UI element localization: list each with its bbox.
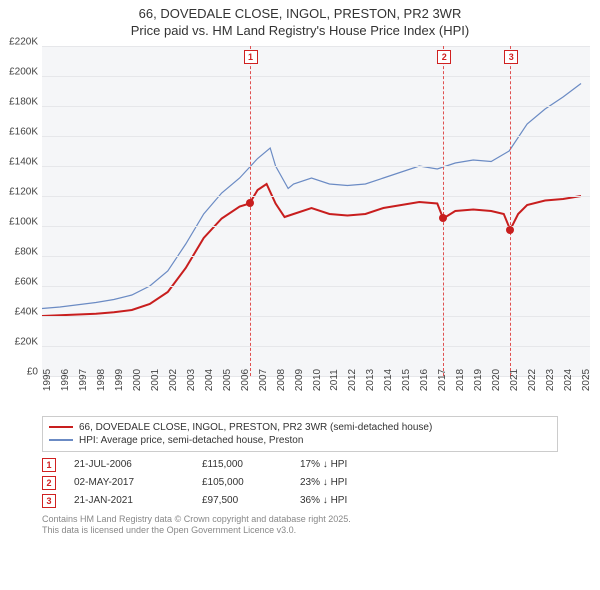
sale-row: 3 21-JAN-2021 £97,500 36% ↓ HPI <box>42 492 558 510</box>
x-tick-label: 2025 <box>581 369 592 391</box>
y-tick-label: £0 <box>27 367 38 378</box>
y-tick-label: £80K <box>15 247 38 258</box>
y-tick-label: £120K <box>9 187 38 198</box>
footnote-line-2: This data is licensed under the Open Gov… <box>42 525 296 535</box>
x-tick-label: 2001 <box>150 369 161 391</box>
x-tick-label: 2004 <box>204 369 215 391</box>
sale-marker-icon: 3 <box>42 494 56 508</box>
sale-diff: 17% ↓ HPI <box>300 459 400 470</box>
sale-marker-icon: 2 <box>42 476 56 490</box>
legend-label-price: 66, DOVEDALE CLOSE, INGOL, PRESTON, PR2 … <box>79 422 432 433</box>
sale-date: 02-MAY-2017 <box>74 477 184 488</box>
x-tick-label: 2015 <box>401 369 412 391</box>
x-tick-label: 1998 <box>96 369 107 391</box>
sale-diff: 36% ↓ HPI <box>300 495 400 506</box>
marker-line <box>510 46 511 376</box>
title-line-1: 66, DOVEDALE CLOSE, INGOL, PRESTON, PR2 … <box>139 6 462 21</box>
y-tick-label: £60K <box>15 277 38 288</box>
footnote: Contains HM Land Registry data © Crown c… <box>42 514 558 537</box>
x-tick-label: 2012 <box>347 369 358 391</box>
x-tick-label: 2005 <box>222 369 233 391</box>
sale-date: 21-JAN-2021 <box>74 495 184 506</box>
x-tick-label: 2019 <box>473 369 484 391</box>
x-tick-label: 2021 <box>509 369 520 391</box>
x-tick-label: 2022 <box>527 369 538 391</box>
x-tick-label: 1997 <box>78 369 89 391</box>
y-tick-label: £20K <box>15 337 38 348</box>
x-tick-label: 2023 <box>545 369 556 391</box>
x-tick-label: 1999 <box>114 369 125 391</box>
legend-row-hpi: HPI: Average price, semi-detached house,… <box>49 434 551 447</box>
sale-price: £105,000 <box>202 477 282 488</box>
marker-box: 3 <box>504 50 518 64</box>
x-tick-label: 2009 <box>294 369 305 391</box>
marker-box: 1 <box>244 50 258 64</box>
x-axis: 1995199619971998199920002001200220032004… <box>42 376 590 410</box>
x-tick-label: 2010 <box>312 369 323 391</box>
sale-price: £115,000 <box>202 459 282 470</box>
footnote-line-1: Contains HM Land Registry data © Crown c… <box>42 514 351 524</box>
x-tick-label: 2006 <box>240 369 251 391</box>
marker-dot <box>506 226 514 234</box>
x-tick-label: 2003 <box>186 369 197 391</box>
x-tick-label: 1995 <box>42 369 53 391</box>
series-price_paid <box>42 184 581 316</box>
legend-row-price: 66, DOVEDALE CLOSE, INGOL, PRESTON, PR2 … <box>49 421 551 434</box>
marker-line <box>443 46 444 376</box>
y-tick-label: £200K <box>9 67 38 78</box>
marker-dot <box>439 214 447 222</box>
y-tick-label: £100K <box>9 217 38 228</box>
y-tick-label: £40K <box>15 307 38 318</box>
x-tick-label: 2000 <box>132 369 143 391</box>
legend-swatch-price <box>49 426 73 428</box>
x-tick-label: 2008 <box>276 369 287 391</box>
y-tick-label: £220K <box>9 37 38 48</box>
x-tick-label: 2011 <box>329 369 340 391</box>
y-tick-label: £140K <box>9 157 38 168</box>
sale-diff: 23% ↓ HPI <box>300 477 400 488</box>
marker-line <box>250 46 251 376</box>
legend-label-hpi: HPI: Average price, semi-detached house,… <box>79 435 303 446</box>
marker-box: 2 <box>437 50 451 64</box>
sale-row: 2 02-MAY-2017 £105,000 23% ↓ HPI <box>42 474 558 492</box>
y-tick-label: £160K <box>9 127 38 138</box>
x-tick-label: 2024 <box>563 369 574 391</box>
sale-row: 1 21-JUL-2006 £115,000 17% ↓ HPI <box>42 456 558 474</box>
title-line-2: Price paid vs. HM Land Registry's House … <box>131 23 469 38</box>
x-tick-label: 2007 <box>258 369 269 391</box>
sale-marker-icon: 1 <box>42 458 56 472</box>
sale-date: 21-JUL-2006 <box>74 459 184 470</box>
x-tick-label: 2002 <box>168 369 179 391</box>
x-tick-label: 2020 <box>491 369 502 391</box>
chart-container: 66, DOVEDALE CLOSE, INGOL, PRESTON, PR2 … <box>0 0 600 537</box>
x-tick-label: 1996 <box>60 369 71 391</box>
sale-price: £97,500 <box>202 495 282 506</box>
x-tick-label: 2016 <box>419 369 430 391</box>
legend: 66, DOVEDALE CLOSE, INGOL, PRESTON, PR2 … <box>42 416 558 452</box>
chart-svg <box>42 46 590 376</box>
legend-swatch-hpi <box>49 439 73 441</box>
x-tick-label: 2014 <box>383 369 394 391</box>
chart-title: 66, DOVEDALE CLOSE, INGOL, PRESTON, PR2 … <box>0 0 600 40</box>
sale-table: 1 21-JUL-2006 £115,000 17% ↓ HPI 2 02-MA… <box>42 456 558 510</box>
y-axis: £0£20K£40K£60K£80K£100K£120K£140K£160K£1… <box>0 42 42 372</box>
marker-dot <box>246 199 254 207</box>
x-tick-label: 2013 <box>365 369 376 391</box>
plot-area: 1 2 3 <box>42 46 590 376</box>
x-tick-label: 2017 <box>437 369 448 391</box>
y-tick-label: £180K <box>9 97 38 108</box>
x-tick-label: 2018 <box>455 369 466 391</box>
